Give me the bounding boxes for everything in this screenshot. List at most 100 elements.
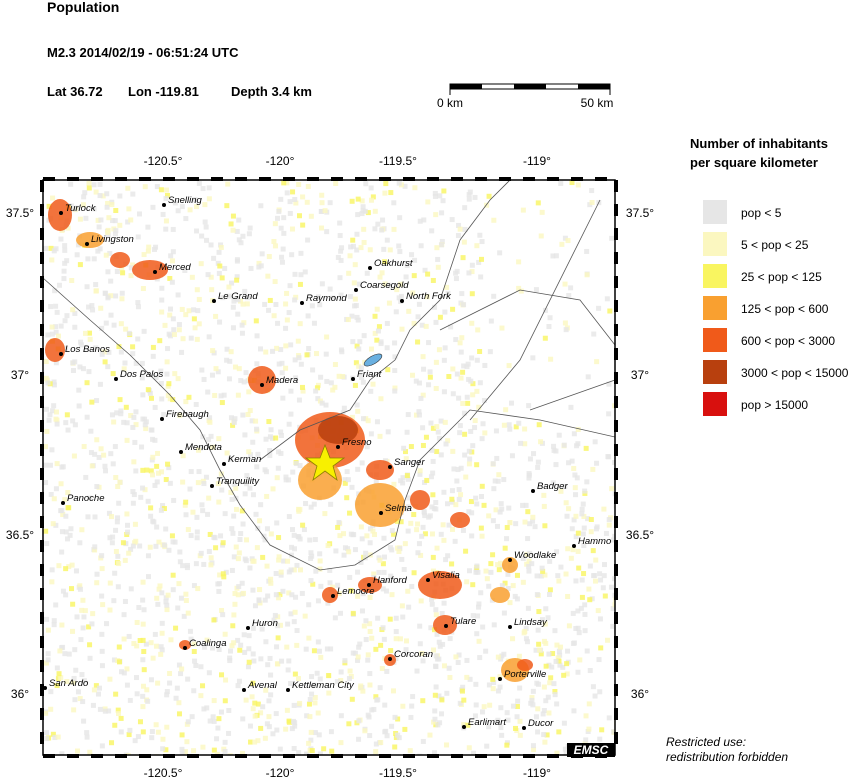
pop-cell	[247, 225, 253, 231]
pop-cell	[211, 718, 217, 724]
pop-cell	[444, 501, 450, 507]
pop-cell	[86, 369, 92, 375]
pop-cell	[152, 246, 158, 252]
city-label: North Fork	[406, 291, 452, 302]
frame-dash	[187, 177, 199, 181]
pop-cell	[267, 453, 273, 459]
pop-cell	[428, 625, 434, 631]
pop-cell	[415, 521, 421, 527]
pop-cell	[404, 429, 410, 435]
pop-cell	[392, 744, 398, 750]
pop-cell	[558, 488, 564, 494]
pop-cell	[168, 253, 174, 259]
pop-cell	[68, 203, 74, 209]
pop-cell	[584, 479, 590, 485]
frame-dash	[211, 177, 223, 181]
pop-cell	[436, 347, 442, 353]
pop-cell	[545, 615, 551, 621]
pop-cell	[141, 607, 147, 613]
pop-cell	[110, 534, 116, 540]
pop-cell	[134, 643, 140, 649]
pop-cell	[527, 521, 533, 527]
pop-cell	[433, 212, 439, 218]
pop-cell	[348, 244, 354, 250]
pop-cell	[442, 419, 448, 425]
pop-cell	[446, 665, 452, 671]
city-dot	[572, 544, 576, 548]
pop-cell	[563, 327, 569, 333]
pop-cell	[140, 597, 146, 603]
urban-area	[48, 199, 72, 231]
pop-cell	[248, 452, 254, 458]
pop-cell	[290, 527, 296, 533]
pop-cell	[292, 723, 298, 729]
pop-cell	[433, 664, 439, 670]
pop-cell	[118, 715, 124, 721]
pop-cell	[118, 411, 124, 417]
pop-cell	[150, 655, 156, 661]
frame-dash	[379, 177, 391, 181]
pop-cell	[180, 336, 186, 342]
city-dot	[114, 377, 118, 381]
pop-cell	[145, 698, 151, 704]
pop-cell	[552, 628, 558, 634]
pop-cell	[169, 258, 175, 264]
pop-cell	[145, 224, 151, 230]
pop-cell	[49, 567, 55, 573]
lon-label: -119°	[523, 154, 551, 168]
pop-cell	[102, 463, 108, 469]
pop-cell	[455, 467, 461, 473]
pop-cell	[540, 711, 546, 717]
pop-cell	[165, 393, 171, 399]
pop-cell	[185, 527, 191, 533]
pop-cell	[65, 225, 71, 231]
city-dot	[61, 501, 65, 505]
pop-cell	[126, 633, 132, 639]
pop-cell	[434, 631, 440, 637]
city-label: Madera	[266, 375, 298, 386]
pop-cell	[445, 290, 451, 296]
pop-cell	[148, 640, 154, 646]
pop-cell	[434, 449, 440, 455]
pop-cell	[298, 272, 304, 278]
pop-cell	[168, 637, 174, 643]
pop-cell	[45, 651, 51, 657]
city-label: Raymond	[306, 293, 347, 304]
pop-cell	[304, 713, 310, 719]
pop-cell	[226, 707, 232, 713]
pop-cell	[311, 648, 317, 654]
pop-cell	[137, 638, 143, 644]
pop-cell	[137, 543, 143, 549]
pop-cell	[350, 237, 356, 243]
pop-cell	[541, 492, 547, 498]
pop-cell	[228, 221, 234, 227]
pop-cell	[194, 228, 200, 234]
pop-cell	[290, 189, 296, 195]
pop-cell	[602, 593, 608, 599]
pop-cell	[455, 659, 461, 665]
pop-cell	[229, 496, 235, 502]
pop-cell	[358, 683, 364, 689]
pop-cell	[236, 237, 242, 243]
pop-cell	[365, 652, 371, 658]
pop-cell	[467, 456, 473, 462]
pop-cell	[553, 253, 559, 259]
pop-cell	[503, 407, 509, 413]
pop-cell	[467, 189, 473, 195]
pop-cell	[109, 412, 115, 418]
pop-cell	[300, 388, 306, 394]
pop-cell	[205, 272, 211, 278]
pop-cell	[222, 739, 228, 745]
pop-cell	[400, 703, 406, 709]
pop-cell	[340, 374, 346, 380]
pop-cell	[536, 609, 542, 615]
frame-dash	[403, 754, 415, 758]
pop-cell	[130, 191, 136, 197]
pop-cell	[137, 719, 143, 725]
pop-cell	[360, 688, 366, 694]
legend-swatch	[703, 264, 727, 288]
city-dot	[498, 677, 502, 681]
pop-cell	[541, 732, 547, 738]
pop-cell	[79, 527, 85, 533]
pop-cell	[160, 503, 166, 509]
